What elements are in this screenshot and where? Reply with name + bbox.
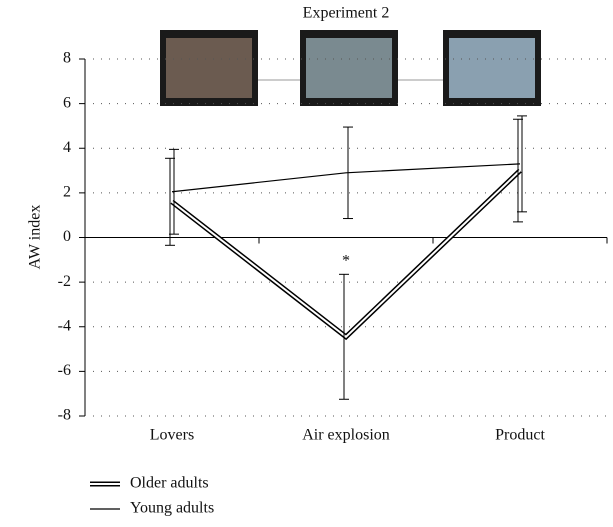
y-tick-label: 8: [63, 50, 71, 67]
y-tick-label: -6: [58, 362, 71, 379]
y-tick-label: 0: [63, 228, 71, 245]
line-series-inner: [171, 169, 521, 339]
y-tick-label: -4: [58, 317, 71, 334]
thumbnail-scene: [306, 38, 392, 98]
x-tick-label: Product: [495, 427, 545, 444]
y-tick-label: 6: [63, 94, 71, 111]
legend-label: Older adults: [130, 475, 209, 492]
y-axis-label: AW index: [27, 205, 44, 270]
legend-label: Young adults: [130, 500, 214, 517]
y-tick-label: -2: [58, 273, 71, 290]
x-tick-label: Lovers: [150, 427, 194, 444]
x-tick-label: Air explosion: [302, 427, 390, 444]
y-tick-label: 2: [63, 184, 71, 201]
y-tick-label: -8: [58, 407, 71, 424]
chart-title: Experiment 2: [303, 5, 390, 22]
thumbnail-scene: [449, 38, 535, 98]
y-tick-label: 4: [63, 139, 71, 156]
thumbnail-scene: [166, 38, 252, 98]
thumbnails: [160, 30, 541, 106]
line-series: [171, 163, 521, 193]
annotation: *: [342, 252, 350, 269]
